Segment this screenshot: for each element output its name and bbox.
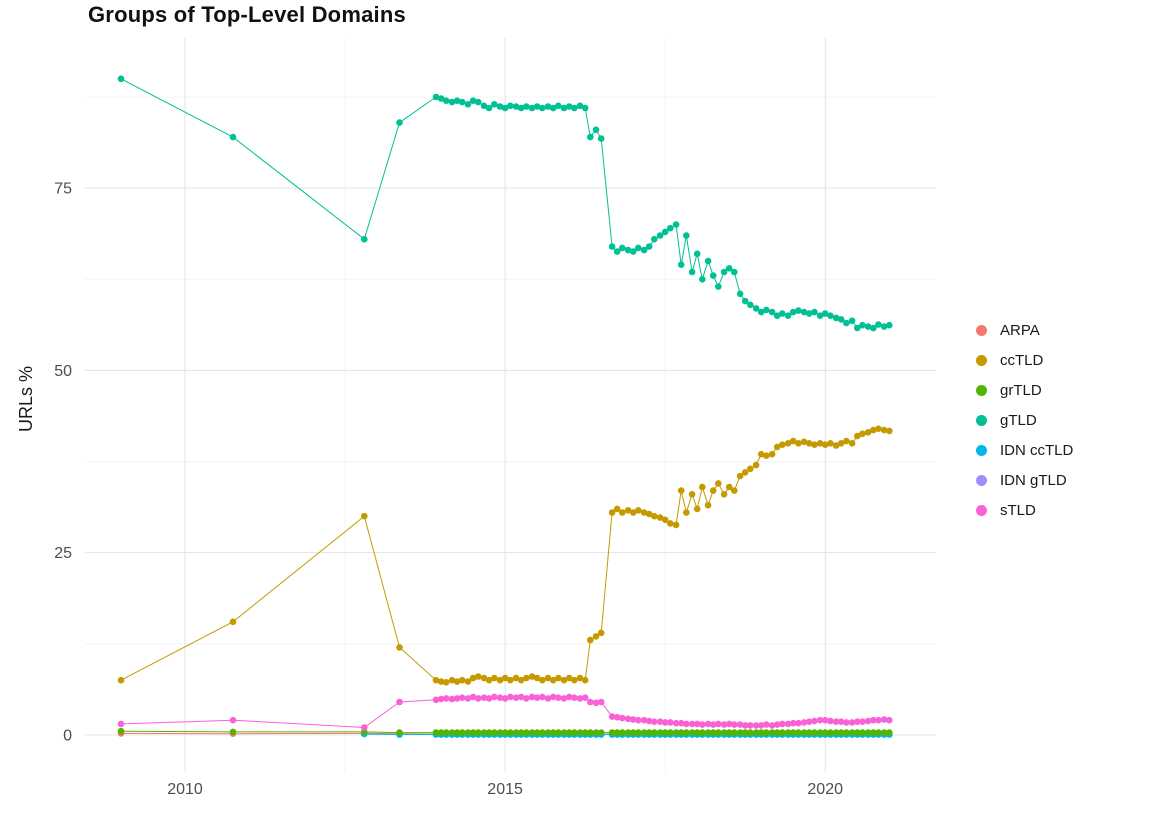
x-axis-tick-labels: 2010 2015 2020 [167, 781, 843, 798]
legend-swatch-gtld-icon [976, 414, 987, 426]
legend-item-gtld: gTLD [976, 405, 1073, 435]
series-stld [117, 693, 893, 731]
legend-item-idn-gtld: IDN gTLD [976, 465, 1073, 495]
legend-label-idn-gtld: IDN gTLD [1000, 471, 1067, 489]
y-tick-label: 75 [54, 181, 72, 198]
legend-label-arpa: ARPA [1000, 321, 1040, 339]
x-tick-label: 2015 [487, 781, 523, 798]
legend-item-grtld: grTLD [976, 375, 1073, 405]
y-axis-tick-labels: 0 25 50 75 [54, 181, 72, 745]
legend-swatch-idn-cctld-icon [976, 444, 987, 456]
legend-label-idn-cctld: IDN ccTLD [1000, 441, 1074, 459]
legend-swatch-grtld-icon [976, 384, 987, 396]
legend-swatch-stld-icon [976, 504, 987, 516]
y-tick-label: 50 [54, 363, 72, 380]
legend-swatch-cctld-icon [976, 354, 987, 366]
chart-title: Groups of Top-Level Domains [88, 2, 406, 27]
series-cctld [117, 425, 893, 686]
x-tick-label: 2020 [807, 781, 843, 798]
legend-item-arpa: ARPA [976, 315, 1073, 345]
series-grtld [117, 727, 893, 736]
x-tick-label: 2010 [167, 781, 203, 798]
legend-item-stld: sTLD [976, 495, 1073, 525]
legend: ARPA ccTLD grTLD gTLD IDN ccTLD IDN gTLD… [976, 315, 1073, 525]
legend-item-idn-cctld: IDN ccTLD [976, 435, 1073, 465]
legend-swatch-arpa-icon [976, 324, 987, 336]
legend-swatch-idn-gtld-icon [976, 474, 987, 486]
y-tick-label: 0 [63, 727, 72, 744]
gridlines-minor [85, 38, 936, 772]
legend-label-gtld: gTLD [1000, 411, 1037, 429]
y-tick-label: 25 [54, 545, 72, 562]
series-gtld [117, 75, 893, 332]
gridlines-major [85, 38, 936, 772]
legend-label-stld: sTLD [1000, 501, 1036, 519]
legend-item-cctld: ccTLD [976, 345, 1073, 375]
legend-label-grtld: grTLD [1000, 381, 1042, 399]
legend-label-cctld: ccTLD [1000, 351, 1044, 369]
